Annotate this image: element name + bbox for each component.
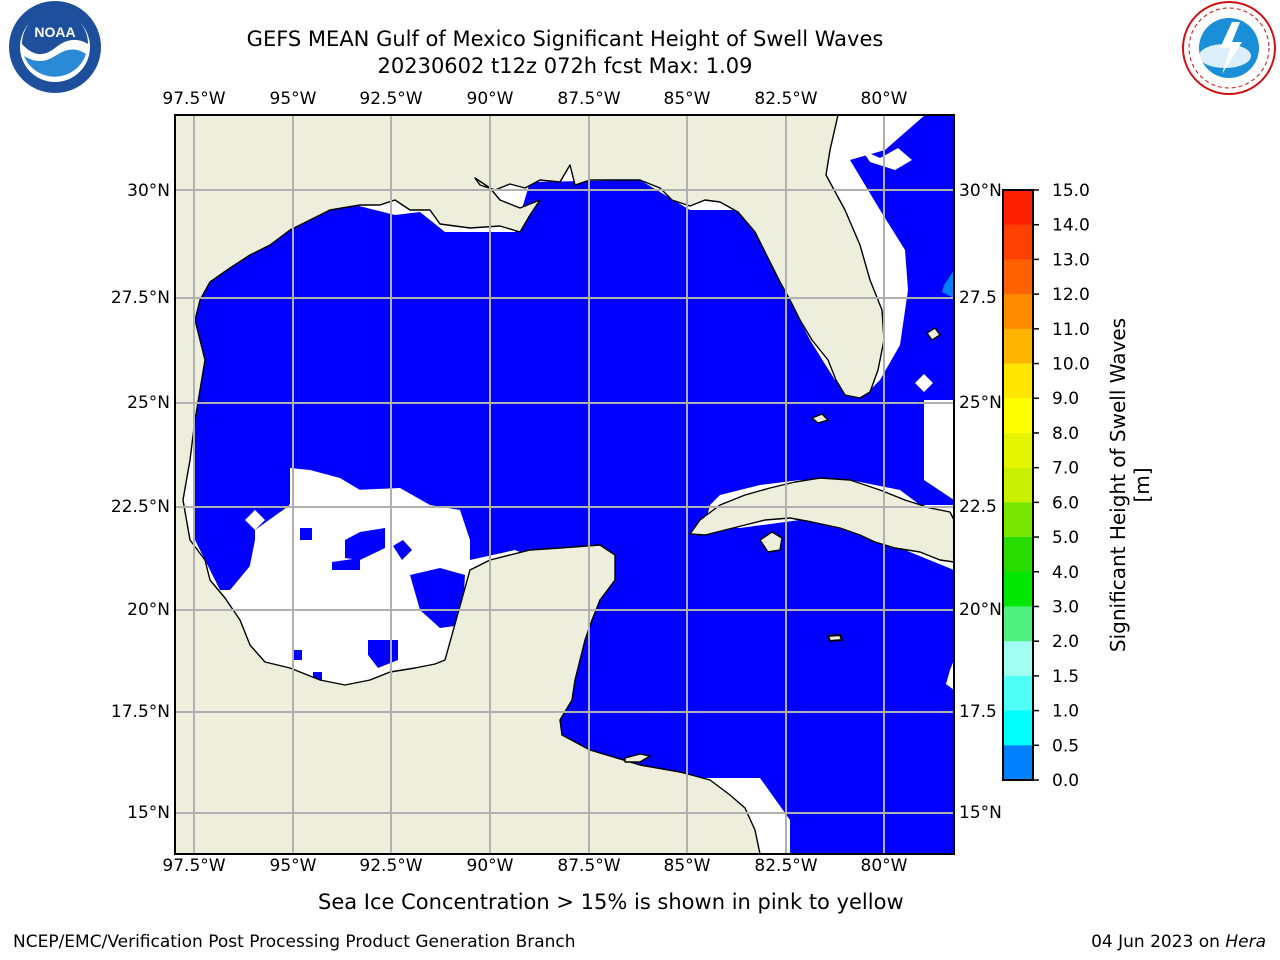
colorbar-label: 13.0: [1052, 250, 1090, 270]
colorbar-label: 0.5: [1052, 736, 1079, 756]
colorbar-label: 3.0: [1052, 597, 1079, 617]
lon-label-top: 95°W: [269, 89, 317, 109]
colorbar-label: 2.0: [1052, 632, 1079, 652]
colorbar-swatch: [1003, 224, 1033, 260]
lat-label-left: 20°N: [127, 600, 170, 620]
colorbar-swatch: [1003, 259, 1033, 295]
colorbar-swatch: [1003, 398, 1033, 434]
lat-label-right: 27.5: [959, 288, 997, 308]
colorbar-label: 1.0: [1052, 702, 1079, 722]
colorbar-swatch: [1003, 363, 1033, 399]
land-masses: [175, 115, 954, 854]
colorbar: 15.0 14.0 13.0 12.0 11.0 10.0 9.0 8.0 7.0 6.0 5.0 4…: [1002, 181, 1090, 791]
colorbar-label: 5.0: [1052, 528, 1079, 548]
footer-machine: Hera: [1225, 932, 1266, 952]
lon-label-top: 85°W: [663, 89, 711, 109]
colorbar-label: 9.0: [1052, 389, 1079, 409]
colorbar-swatch: [1003, 502, 1033, 538]
colorbar-swatch: [1003, 571, 1033, 607]
lon-label-bottom: 82.5°W: [754, 856, 818, 876]
chart-subtitle: 20230602 t12z 072h fcst Max: 1.09: [377, 54, 753, 78]
lon-label-bottom: 85°W: [663, 856, 711, 876]
lat-label-left: 30°N: [127, 181, 170, 201]
lat-label-left: 15°N: [127, 803, 170, 823]
lat-label-right: 22.5: [959, 497, 997, 517]
chart-title: GEFS MEAN Gulf of Mexico Significant Hei…: [246, 27, 884, 51]
lon-label-top: 97.5°W: [162, 89, 226, 109]
lon-label-top: 80°W: [860, 89, 908, 109]
colorbar-swatch: [1003, 294, 1033, 330]
lon-label-bottom: 95°W: [269, 856, 317, 876]
colorbar-label: 7.0: [1052, 459, 1079, 479]
noaa-logo: NOAA: [9, 1, 101, 93]
colorbar-label: 0.0: [1052, 771, 1079, 791]
colorbar-swatch: [1003, 537, 1033, 573]
colorbar-swatch: [1003, 606, 1033, 642]
lon-label-top: 82.5°W: [754, 89, 818, 109]
lon-label-bottom: 92.5°W: [359, 856, 423, 876]
lon-label-bottom: 97.5°W: [162, 856, 226, 876]
lat-label-left: 25°N: [127, 393, 170, 413]
lat-label-right: 30°N: [959, 181, 1002, 201]
colorbar-label: 4.0: [1052, 563, 1079, 583]
footer-date-text: 04 Jun 2023 on: [1091, 932, 1220, 952]
colorbar-label: 14.0: [1052, 216, 1090, 236]
lon-label-top: 92.5°W: [359, 89, 423, 109]
lon-label-top: 87.5°W: [557, 89, 621, 109]
colorbar-label: 12.0: [1052, 285, 1090, 305]
lon-label-bottom: 87.5°W: [557, 856, 621, 876]
noaa-logo-text: NOAA: [34, 24, 75, 40]
colorbar-frame: [1002, 189, 1034, 781]
nws-logo: [1182, 1, 1276, 95]
lon-label-bottom: 90°W: [466, 856, 514, 876]
lat-label-left: 22.5°N: [110, 497, 170, 517]
colorbar-swatch: [1003, 328, 1033, 365]
lat-label-left: 17.5°N: [110, 702, 170, 722]
lat-label-right: 17.5: [959, 702, 997, 722]
colorbar-swatch: [1003, 745, 1033, 781]
lon-label-top: 90°W: [466, 89, 514, 109]
colorbar-swatch: [1003, 675, 1033, 712]
footer-date: 04 Jun 2023 on Hera: [1091, 932, 1266, 952]
colorbar-label: 11.0: [1052, 320, 1090, 340]
colorbar-label: 10.0: [1052, 355, 1090, 375]
colorbar-swatch: [1003, 190, 1033, 226]
colorbar-label: 6.0: [1052, 493, 1079, 513]
lat-label-right: 25°N: [959, 393, 1002, 413]
footer-credit: NCEP/EMC/Verification Post Processing Pr…: [13, 932, 576, 952]
sea-ice-note: Sea Ice Concentration > 15% is shown in …: [318, 890, 904, 914]
lat-label-right: 20°N: [959, 600, 1002, 620]
lon-label-bottom: 80°W: [860, 856, 908, 876]
lat-label-right: 15°N: [959, 803, 1002, 823]
colorbar-swatch: [1003, 467, 1033, 503]
colorbar-swatch: [1003, 432, 1033, 469]
colorbar-swatch: [1003, 710, 1033, 746]
colorbar-label: 8.0: [1052, 424, 1079, 444]
map-frame: [174, 114, 955, 855]
colorbar-title: Significant Height of Swell Waves [m]: [1106, 317, 1154, 653]
colorbar-label: 15.0: [1052, 181, 1090, 201]
colorbar-swatch: [1003, 641, 1033, 677]
lat-label-left: 27.5°N: [110, 288, 170, 308]
colorbar-label: 1.5: [1052, 667, 1079, 687]
gridlines: [175, 115, 954, 854]
